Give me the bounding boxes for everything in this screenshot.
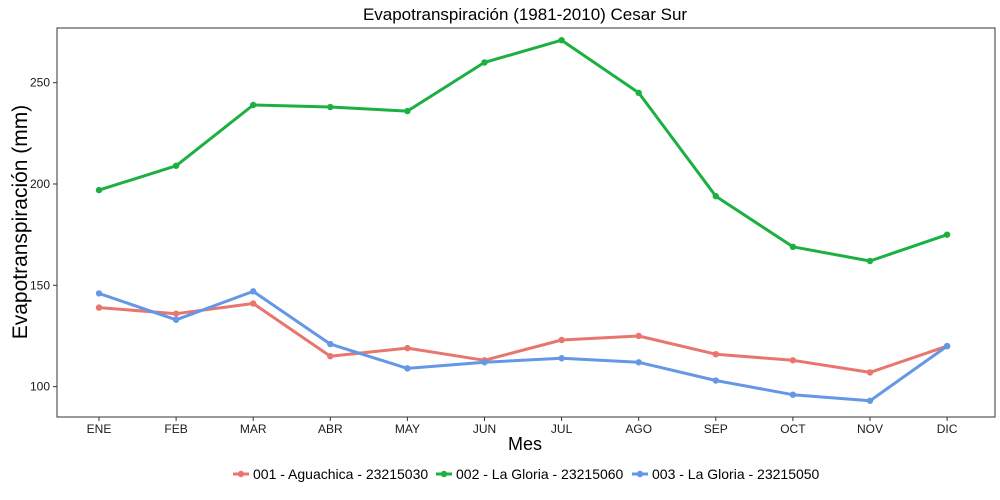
data-point	[481, 59, 488, 66]
x-axis: ENE FEB MAR ABR MAY JUN JUL AGO SEP OCT NOV DIC	[87, 417, 958, 436]
data-point	[789, 391, 797, 398]
chart-title: Evapotranspiración (1981-2010) Cesar Sur	[363, 5, 687, 24]
data-point	[250, 300, 257, 307]
data-point	[250, 101, 257, 109]
legend-label: 002 - La Gloria - 23215060	[456, 466, 624, 482]
x-tick-label: SEP	[704, 422, 728, 436]
data-point	[327, 353, 334, 360]
y-tick-label: 250	[30, 76, 50, 90]
data-point	[712, 377, 719, 384]
data-point	[712, 192, 719, 200]
data-point	[866, 369, 874, 376]
x-tick-label: DIC	[937, 422, 958, 436]
x-tick-label: OCT	[780, 422, 806, 436]
data-point	[404, 344, 411, 352]
y-axis-label: Evapotranspiración (mm)	[9, 105, 32, 340]
data-point	[789, 243, 797, 251]
data-point	[558, 36, 565, 44]
legend-item: 002 - La Gloria - 23215060	[436, 466, 624, 482]
data-point	[866, 397, 874, 404]
data-point	[943, 342, 951, 350]
data-point	[558, 336, 565, 344]
y-tick-label: 200	[30, 177, 50, 191]
data-point	[250, 288, 257, 295]
x-tick-label: ABR	[318, 422, 343, 436]
data-point	[558, 355, 565, 362]
data-point	[866, 257, 874, 265]
data-point	[172, 310, 180, 317]
y-axis: 100 150 200 250	[30, 76, 57, 394]
x-tick-label: JUN	[473, 422, 496, 436]
x-tick-label: NOV	[857, 422, 883, 436]
x-tick-label: ENE	[87, 422, 112, 436]
x-tick-label: MAY	[395, 422, 420, 436]
data-point	[172, 316, 180, 323]
data-point	[172, 162, 180, 169]
data-point	[404, 365, 411, 372]
data-point	[327, 340, 334, 348]
data-point	[481, 359, 488, 366]
data-point	[789, 357, 797, 364]
series-line	[97, 289, 949, 403]
legend-swatch-point	[440, 470, 448, 478]
legend-item: 001 - Aguachica - 23215030	[233, 466, 428, 482]
data-point	[635, 89, 642, 97]
series-2	[95, 36, 951, 265]
data-point	[95, 186, 103, 194]
data-point	[712, 350, 719, 358]
x-tick-label: MAR	[240, 422, 267, 436]
x-tick-label: AGO	[625, 422, 652, 436]
data-point	[635, 359, 642, 366]
x-axis-label: Mes	[508, 434, 542, 454]
x-tick-label: FEB	[164, 422, 187, 436]
legend-item: 003 - La Gloria - 23215050	[632, 466, 820, 482]
legend: 001 - Aguachica - 23215030 002 - La Glori…	[233, 466, 820, 482]
legend-swatch-point	[636, 470, 644, 478]
y-tick-label: 100	[30, 380, 50, 394]
data-point	[635, 332, 642, 340]
data-point	[95, 304, 103, 311]
series-3	[95, 288, 951, 404]
legend-swatch-point	[237, 470, 245, 478]
y-tick-label: 150	[30, 278, 50, 292]
legend-label: 003 - La Gloria - 23215050	[652, 466, 820, 482]
x-tick-label: JUL	[551, 422, 573, 436]
data-point	[943, 231, 951, 238]
series-line	[97, 302, 949, 374]
series-line	[97, 38, 949, 263]
data-point	[404, 107, 411, 115]
series-layer	[95, 36, 951, 404]
data-point	[327, 103, 334, 111]
legend-label: 001 - Aguachica - 23215030	[253, 466, 428, 482]
data-point	[95, 290, 103, 297]
plot-area	[56, 27, 996, 418]
